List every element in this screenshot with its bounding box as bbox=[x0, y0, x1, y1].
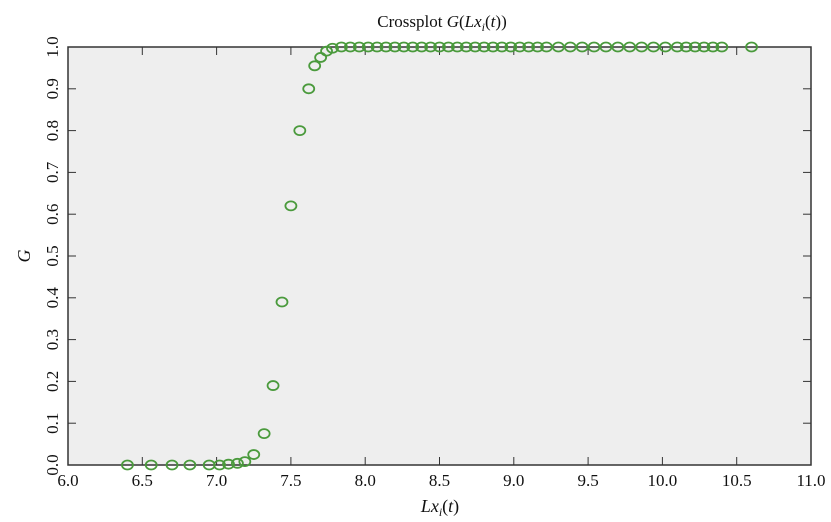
data-point bbox=[352, 41, 366, 53]
data-point bbox=[424, 41, 437, 53]
x-tick-label: 11.0 bbox=[796, 471, 825, 490]
plot-area bbox=[67, 46, 812, 466]
data-point bbox=[335, 41, 348, 53]
data-point bbox=[670, 41, 684, 53]
x-label-t: t bbox=[448, 496, 454, 516]
data-point bbox=[379, 41, 393, 53]
data-point bbox=[370, 41, 384, 53]
title-background bbox=[320, 0, 565, 38]
data-point bbox=[144, 459, 158, 471]
y-tick-label: 0.0 bbox=[43, 454, 62, 475]
data-point bbox=[361, 41, 375, 53]
y-tick-label: 0.5 bbox=[43, 245, 62, 266]
data-point bbox=[183, 459, 197, 471]
y-tick-label: 0.2 bbox=[43, 371, 62, 392]
y-tick-label: 0.6 bbox=[43, 204, 62, 225]
data-point bbox=[468, 41, 482, 53]
data-point bbox=[284, 200, 298, 212]
data-point bbox=[688, 41, 702, 53]
x-label-close-paren: ) bbox=[453, 496, 459, 517]
title-subscript-i: i bbox=[482, 20, 485, 34]
data-point bbox=[433, 41, 446, 53]
x-tick-label: 9.0 bbox=[503, 471, 524, 490]
data-point bbox=[165, 459, 179, 471]
title-t: t bbox=[491, 12, 497, 31]
data-point bbox=[486, 41, 500, 53]
x-tick-label: 6.5 bbox=[132, 471, 153, 490]
y-tick-label: 0.4 bbox=[43, 287, 62, 309]
data-point bbox=[213, 459, 226, 471]
data-point bbox=[343, 41, 357, 53]
data-point bbox=[531, 41, 544, 53]
x-axis-label: Lxi(t) bbox=[420, 496, 459, 519]
y-tick-label: 0.3 bbox=[43, 329, 62, 350]
data-point bbox=[697, 41, 711, 53]
data-point bbox=[238, 456, 252, 468]
x-tick-label: 7.0 bbox=[206, 471, 227, 490]
data-point bbox=[302, 83, 316, 95]
title-open-paren: ( bbox=[459, 12, 465, 31]
y-axis-label: G bbox=[14, 250, 34, 263]
chart-title: Crossplot G(Lxi(t)) bbox=[377, 12, 506, 34]
x-label-subscript-i: i bbox=[439, 505, 442, 519]
data-points bbox=[121, 41, 758, 471]
title-prefix: Crossplot bbox=[377, 12, 446, 31]
data-point bbox=[504, 41, 518, 53]
title-open-paren-2: ( bbox=[485, 12, 491, 31]
y-tick-label: 0.1 bbox=[43, 413, 62, 434]
data-point bbox=[121, 459, 134, 471]
title-lx: Lx bbox=[464, 12, 482, 31]
data-point bbox=[406, 41, 420, 53]
data-point bbox=[745, 41, 758, 53]
x-label-lx: Lx bbox=[420, 496, 439, 516]
x-tick-labels: 6.0 6.5 7.0 7.5 8.0 8.5 9.0 9.5 10.0 10.5 11.0 bbox=[57, 471, 825, 490]
x-tick-label: 9.5 bbox=[577, 471, 598, 490]
data-point bbox=[257, 428, 271, 440]
data-point bbox=[247, 449, 261, 460]
data-point bbox=[450, 41, 464, 53]
data-point bbox=[231, 457, 244, 469]
data-point bbox=[706, 41, 720, 53]
data-point bbox=[442, 41, 455, 53]
data-point bbox=[308, 60, 322, 72]
x-tick-label: 10.5 bbox=[722, 471, 752, 490]
data-point bbox=[459, 41, 473, 53]
data-point bbox=[495, 41, 509, 53]
title-g: G bbox=[447, 12, 459, 31]
data-point bbox=[679, 41, 693, 53]
y-tick-label: 0.7 bbox=[43, 161, 62, 183]
y-tick-label: 0.9 bbox=[43, 78, 62, 99]
y-tick-labels: 0.0 0.1 0.2 0.3 0.4 0.5 0.6 0.7 0.8 0.9 1.0 bbox=[43, 36, 62, 475]
data-point bbox=[415, 41, 429, 53]
data-point bbox=[522, 41, 536, 53]
x-tick-label: 7.5 bbox=[280, 471, 301, 490]
title-close-parens: )) bbox=[495, 12, 506, 31]
x-tick-label: 6.0 bbox=[57, 471, 78, 490]
data-point bbox=[275, 296, 289, 308]
x-label-open-paren: ( bbox=[442, 496, 448, 517]
y-tick-label: 0.8 bbox=[43, 120, 62, 141]
x-tick-label: 8.0 bbox=[355, 471, 376, 490]
data-point bbox=[397, 41, 411, 53]
data-point bbox=[388, 41, 402, 53]
x-tick-label: 10.0 bbox=[648, 471, 678, 490]
y-tick-label: 1.0 bbox=[43, 36, 62, 57]
x-tick-label: 8.5 bbox=[429, 471, 450, 490]
data-point bbox=[293, 125, 307, 137]
data-point bbox=[266, 380, 280, 391]
data-point bbox=[513, 41, 527, 53]
data-point bbox=[477, 41, 491, 53]
data-point bbox=[326, 42, 339, 54]
data-point bbox=[715, 41, 729, 53]
data-point bbox=[222, 458, 235, 470]
